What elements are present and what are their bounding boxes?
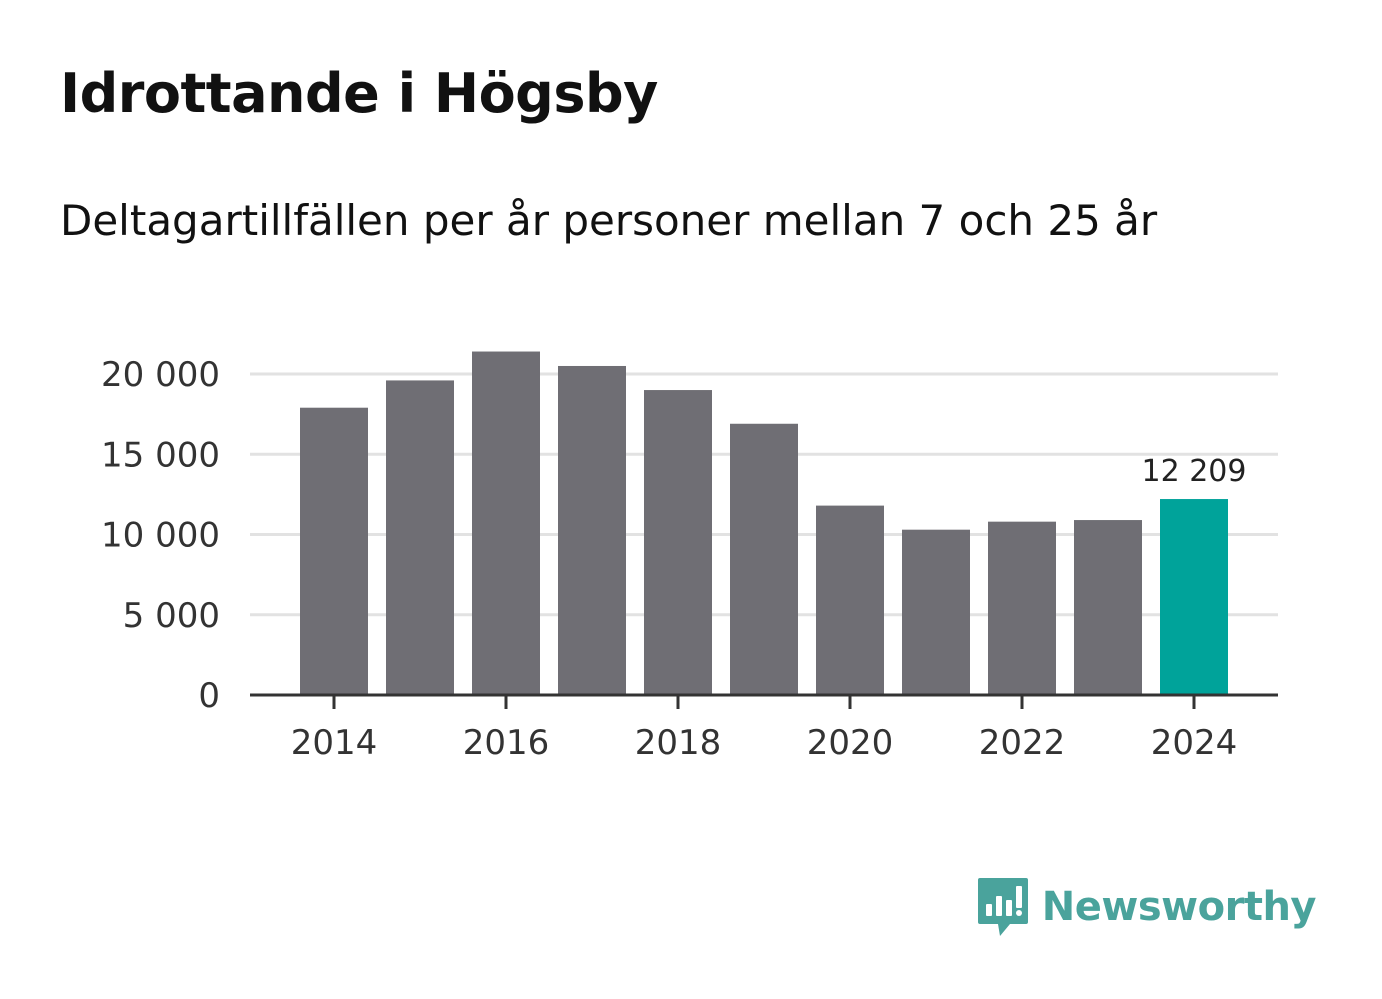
y-tick-label: 5 000 bbox=[123, 596, 220, 636]
bar-2017 bbox=[558, 365, 626, 695]
bar-2015 bbox=[386, 380, 454, 695]
bar-2024 bbox=[1160, 499, 1228, 695]
x-tick-label: 2022 bbox=[979, 723, 1066, 763]
labels: 0 5 000 10 000 15 000 20 000 12 209 2014 2016 20… bbox=[101, 355, 1246, 763]
bar-2023 bbox=[1074, 520, 1142, 695]
bars bbox=[300, 351, 1228, 695]
y-tick-label: 0 bbox=[198, 676, 220, 716]
bar-2019 bbox=[730, 423, 798, 695]
x-axis bbox=[250, 693, 1278, 709]
x-tick-label: 2020 bbox=[807, 723, 894, 763]
newsworthy-logo-icon bbox=[977, 878, 1028, 936]
y-tick-label: 20 000 bbox=[101, 355, 220, 395]
bar-2022 bbox=[988, 521, 1056, 695]
x-tick-label: 2014 bbox=[291, 723, 378, 763]
x-tick-label: 2016 bbox=[463, 723, 550, 763]
chart-subtitle: Deltagartillfällen per år personer mella… bbox=[60, 196, 1158, 245]
bar-2021 bbox=[902, 529, 970, 695]
y-tick-label: 10 000 bbox=[101, 516, 220, 556]
brand-name: Newsworthy bbox=[1041, 884, 1317, 930]
bar-2016 bbox=[472, 351, 540, 695]
chart-title: Idrottande i Högsby bbox=[60, 62, 658, 125]
bar-2014 bbox=[300, 407, 368, 695]
x-tick-label: 2018 bbox=[635, 723, 722, 763]
highlight-value-label: 12 209 bbox=[1142, 454, 1247, 489]
bar-2020 bbox=[816, 505, 884, 695]
bar-2018 bbox=[644, 390, 712, 695]
brand-logo: Newsworthy bbox=[976, 876, 1317, 938]
y-tick-label: 15 000 bbox=[101, 435, 220, 475]
x-tick-label: 2024 bbox=[1151, 723, 1238, 763]
